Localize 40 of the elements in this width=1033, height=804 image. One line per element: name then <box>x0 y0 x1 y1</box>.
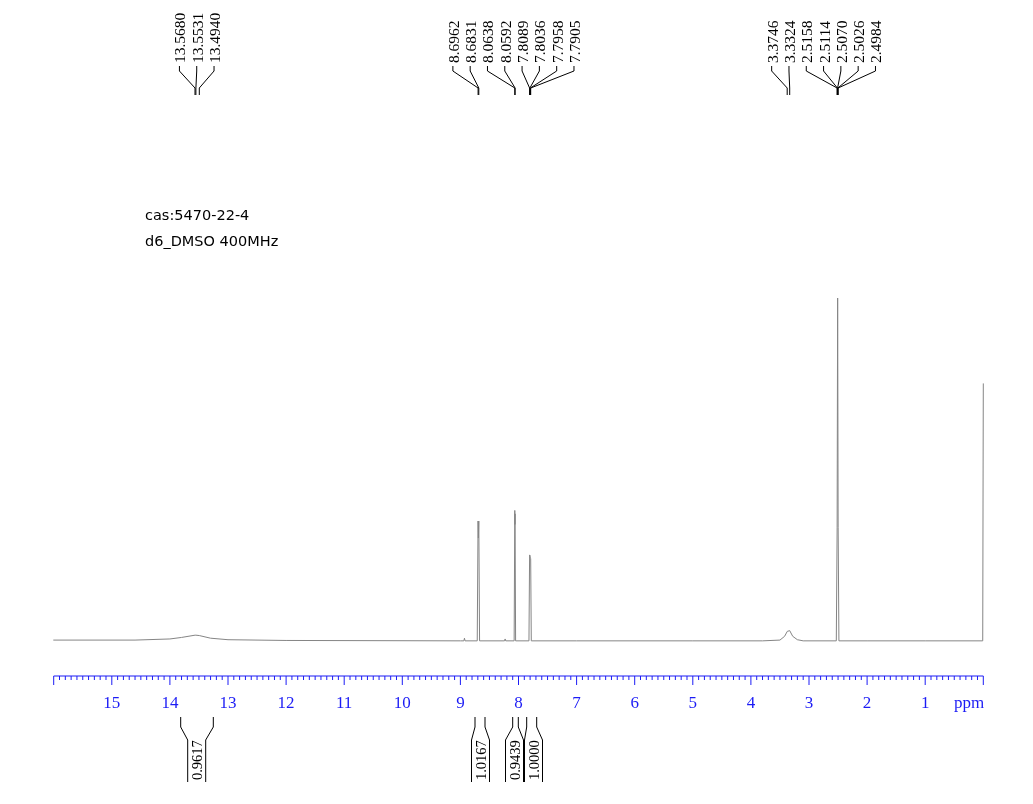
x-tick-label: 6 <box>630 693 639 712</box>
text: 8.0592 <box>496 20 514 63</box>
text: 2.5070 <box>832 20 850 63</box>
x-tick-label: 11 <box>336 693 353 712</box>
x-tick-label: 15 <box>103 693 121 712</box>
x-tick-label: 5 <box>688 693 698 712</box>
text: 2.5026 <box>849 20 867 63</box>
text: 0.9617 <box>188 740 205 780</box>
x-tick-label: 3 <box>804 693 814 712</box>
x-axis-title: ppm <box>954 693 985 712</box>
text: 7.8089 <box>513 20 531 63</box>
text: 13.5680 <box>170 12 188 63</box>
text: 7.8036 <box>530 20 548 63</box>
text: 3.3746 <box>763 20 781 63</box>
x-tick-label: 12 <box>277 693 295 712</box>
text: 7.7905 <box>565 20 583 63</box>
text: 2.5114 <box>815 20 833 63</box>
x-tick-label: 4 <box>746 693 756 712</box>
text: 13.4940 <box>205 12 223 63</box>
text: 7.7958 <box>548 20 566 63</box>
text: 1.0167 <box>472 740 489 780</box>
x-tick-label: 2 <box>862 693 872 712</box>
text: 8.6962 <box>444 20 462 63</box>
text: d6_DMSO 400MHz <box>145 233 279 249</box>
text: 2.5158 <box>797 20 815 63</box>
text: 13.5531 <box>188 12 206 63</box>
x-tick-label: 7 <box>572 693 582 712</box>
x-tick-label: 14 <box>161 693 179 712</box>
text: 2.4984 <box>866 20 884 63</box>
x-tick-label: 13 <box>219 693 237 712</box>
x-tick-label: 10 <box>393 693 411 712</box>
text: 1.0000 <box>525 740 542 780</box>
text: 3.3324 <box>780 20 798 63</box>
text: 8.6831 <box>461 20 479 63</box>
text: 0.9439 <box>506 740 523 780</box>
text: cas:5470-22-4 <box>145 207 250 223</box>
text: 8.0638 <box>478 20 496 63</box>
x-tick-label: 1 <box>920 693 930 712</box>
x-tick-label: 9 <box>456 693 465 712</box>
x-tick-label: 8 <box>514 693 523 712</box>
